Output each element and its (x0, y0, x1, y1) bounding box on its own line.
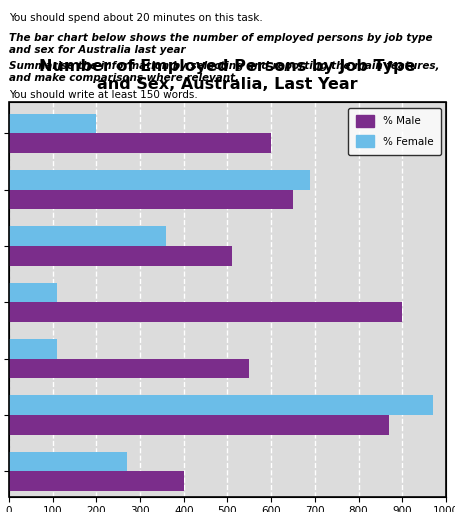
Bar (9, 226, 167, 246)
Bar (9, 189, 293, 209)
Text: You should write at least 150 words.: You should write at least 150 words. (9, 90, 198, 100)
Text: Summarise the information by selecting and reporting the main features, and make: Summarise the information by selecting a… (9, 61, 440, 83)
Bar (9, 114, 96, 133)
Bar (9, 170, 310, 189)
Bar (9, 302, 402, 322)
Bar (9, 246, 232, 266)
Text: You should spend about 20 minutes on this task.: You should spend about 20 minutes on thi… (9, 13, 263, 23)
Bar (9, 283, 57, 302)
Legend: % Male, % Female: % Male, % Female (349, 108, 441, 155)
Bar (9, 358, 249, 378)
Bar (9, 452, 127, 471)
Bar (9, 415, 389, 435)
Bar (9, 133, 271, 153)
Text: The bar chart below shows the number of employed persons by job type and sex for: The bar chart below shows the number of … (9, 33, 433, 55)
Title: Number of Employed Persons by Job Type
and Sex, Australia, Last Year: Number of Employed Persons by Job Type a… (39, 59, 416, 92)
Bar (9, 339, 57, 358)
Bar (9, 471, 184, 491)
Bar (9, 395, 433, 415)
